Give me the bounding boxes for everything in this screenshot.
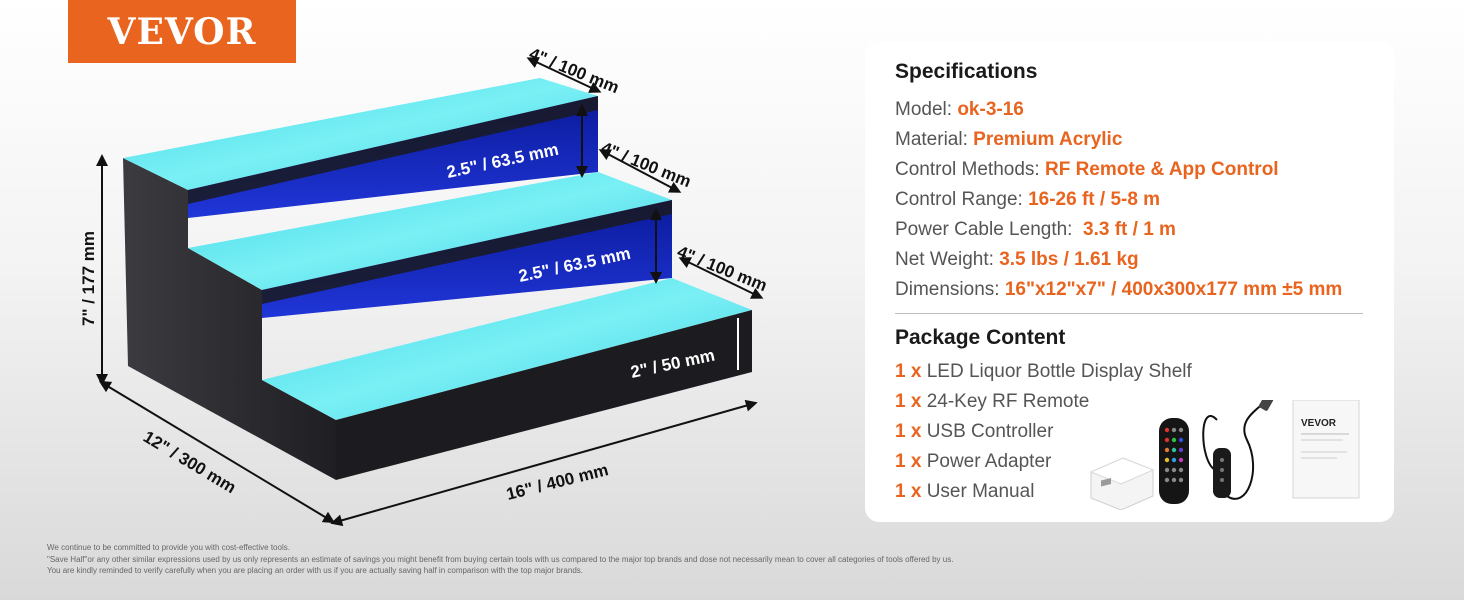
spec-item-model: Model: ok-3-16 [895,99,1024,120]
spec-item-control-methods: Control Methods: RF Remote & App Control [895,159,1279,180]
spec-item-power-cable: Power Cable Length: 3.3 ft / 1 m [895,219,1176,240]
package-content-title: Package Content [895,326,1066,349]
disclaimer: We continue to be committed to provide y… [47,542,953,577]
card-divider [895,313,1363,314]
specifications-card: Specifications Model: ok-3-16 Material: … [865,42,1394,522]
spec-item-net-weight: Net Weight: 3.5 lbs / 1.61 kg [895,249,1139,270]
top-front-edge [188,96,598,204]
spec-item-dimensions: Dimensions: 16"x12"x7" / 400x300x177 mm … [895,279,1343,300]
package-item: 1 x USB Controller [895,421,1054,442]
package-item: 1 x Power Adapter [895,451,1052,472]
specifications-title: Specifications [895,60,1038,83]
disclaimer-line: We continue to be committed to provide y… [47,543,290,552]
disclaimer-line: "Save Half"or any other similar expressi… [47,554,954,564]
package-item: 1 x LED Liquor Bottle Display Shelf [895,361,1192,382]
spec-item-material: Material: Premium Acrylic [895,129,1123,150]
remote-icon [1159,418,1189,504]
brand-logo: VEVOR [68,0,296,63]
dim-line-step-bottom [678,257,764,299]
manual-brand-text: VEVOR [1301,418,1337,429]
usb-controller-icon [1202,400,1274,500]
dim-width-label: 16" / 400 mm [504,460,610,504]
top-tread [123,78,598,190]
dim-line-depth [98,380,336,524]
product-illustration: 4" / 100 mm 4" / 100 mm 4" / 100 mm 2.5"… [79,44,770,527]
user-manual-icon: VEVOR [1292,400,1360,499]
spec-item-control-range: Control Range: 16-26 ft / 5-8 m [895,189,1161,210]
power-adapter-icon [1089,457,1155,510]
dim-line-width [330,399,758,527]
disclaimer-line: You are kindly reminded to verify carefu… [47,566,583,575]
accessories-illustration: VEVOR [1089,400,1360,510]
package-item: 1 x User Manual [895,481,1035,502]
dim-line-step-top [526,57,602,93]
package-content-list: 1 x LED Liquor Bottle Display Shelf 1 x … [895,357,1192,507]
dim-line-step-mid [598,149,682,193]
specifications-list: Model: ok-3-16 Material: Premium Acrylic… [895,95,1342,305]
brand-logo-text: VEVOR [107,10,257,53]
middle-front-edge [262,200,672,304]
package-item: 1 x 24-Key RF Remote [895,391,1090,412]
middle-tread [188,172,672,290]
bottom-tread [262,278,752,420]
dim-height-label: 7" / 177 mm [79,231,98,326]
dim-depth-label: 12" / 300 mm [140,427,239,497]
